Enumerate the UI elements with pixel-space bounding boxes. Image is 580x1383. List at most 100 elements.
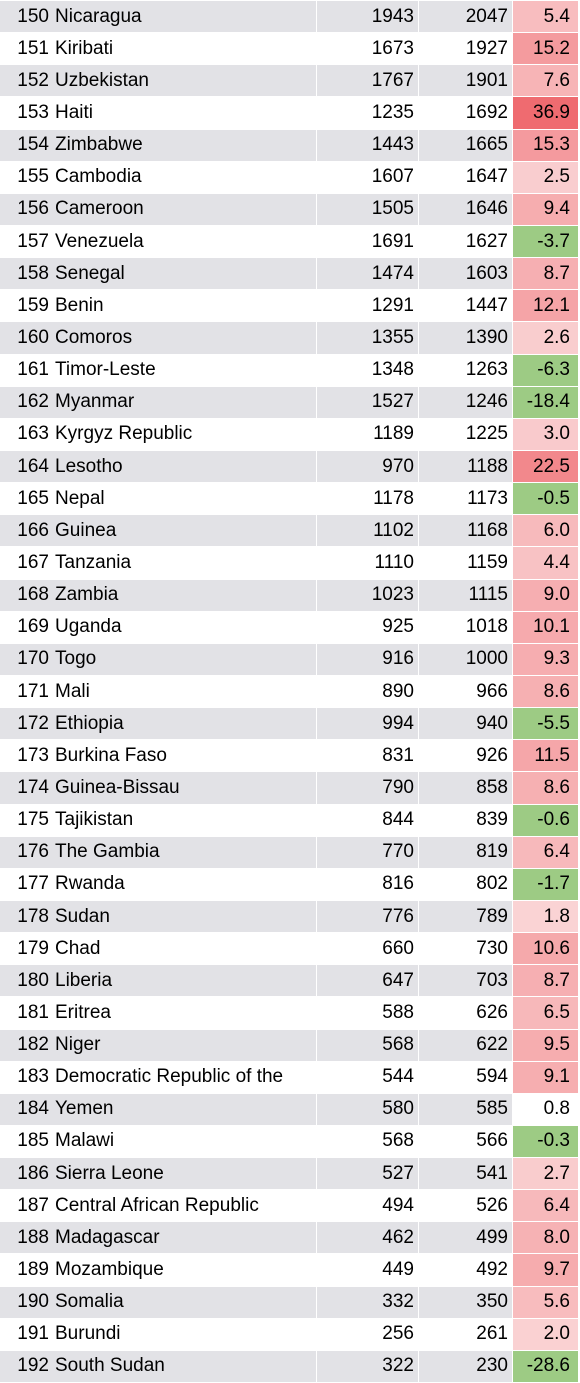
country-cell: Benin: [55, 290, 317, 322]
value-2-cell: 839: [419, 804, 513, 836]
change-cell: -5.5: [513, 708, 578, 740]
change-cell: 9.7: [513, 1254, 578, 1286]
change-cell: 8.7: [513, 965, 578, 997]
change-cell: 22.5: [513, 450, 578, 483]
rank-cell: 150: [0, 1, 55, 33]
rank-cell: 182: [0, 1029, 55, 1061]
value-1-cell: 647: [317, 965, 419, 997]
change-cell: 2.7: [513, 1158, 578, 1190]
value-2-cell: 1188: [419, 450, 513, 483]
table-row: 169 Uganda 925 1018 10.1: [0, 611, 578, 644]
value-2-cell: 1246: [419, 386, 513, 418]
rank-cell: 168: [0, 579, 55, 611]
value-2-cell: 1225: [419, 418, 513, 450]
rank-cell: 170: [0, 643, 55, 675]
value-2-cell: 526: [419, 1190, 513, 1222]
country-cell: Burkina Faso: [55, 740, 317, 772]
value-1-cell: 1178: [317, 483, 419, 515]
table-row: 165 Nepal 1178 1173 -0.5: [0, 483, 578, 516]
value-1-cell: 580: [317, 1093, 419, 1125]
rank-cell: 165: [17, 487, 49, 509]
change-cell: 9.1: [513, 1061, 578, 1093]
value-1-cell: 890: [317, 675, 419, 708]
value-1-cell: 1691: [317, 225, 419, 258]
value-2-cell: 858: [419, 772, 513, 804]
value-2-cell: 585: [419, 1093, 513, 1125]
rank-cell: 175: [17, 809, 49, 831]
rank-cell: 186: [0, 1158, 55, 1190]
table-row: 190 Somalia 332 350 5.6: [0, 1286, 578, 1319]
rank-cell: 159: [17, 294, 49, 316]
table-row: 157 Venezuela 1691 1627 -3.7: [0, 225, 578, 259]
table-row: 174 Guinea-Bissau 790 858 8.6: [0, 772, 578, 805]
value-2-cell: 926: [419, 740, 513, 772]
table-row: 187 Central African Republic 494 526 6.4: [0, 1190, 578, 1223]
change-cell: 2.6: [513, 322, 578, 354]
table-row: 162 Myanmar 1527 1246 -18.4: [0, 386, 578, 419]
country-cell: Sierra Leone: [55, 1158, 317, 1190]
value-1-cell: 970: [317, 450, 419, 483]
change-cell: 5.6: [513, 1286, 578, 1318]
value-2-cell: 1647: [419, 161, 513, 193]
value-1-cell: 322: [317, 1350, 419, 1383]
country-cell: Tajikistan: [55, 804, 317, 836]
rank-cell: 158: [0, 258, 55, 290]
change-cell: 8.0: [513, 1222, 578, 1254]
value-1-cell: 588: [317, 997, 419, 1029]
value-1-cell: 844: [317, 804, 419, 836]
change-cell: 15.3: [513, 129, 578, 161]
value-2-cell: 2047: [419, 1, 513, 33]
table-row: 181 Eritrea 588 626 6.5: [0, 997, 578, 1030]
value-2-cell: 1603: [419, 258, 513, 290]
value-1-cell: 994: [317, 708, 419, 740]
change-cell: 0.8: [513, 1093, 578, 1125]
value-1-cell: 916: [317, 643, 419, 675]
country-cell: Eritrea: [55, 997, 317, 1029]
change-cell: -0.3: [513, 1125, 578, 1158]
value-2-cell: 1927: [419, 33, 513, 65]
change-cell: 9.4: [513, 193, 578, 225]
value-2-cell: 626: [419, 997, 513, 1029]
change-cell: 3.0: [513, 418, 578, 450]
value-1-cell: 925: [317, 611, 419, 643]
rank-cell: 155: [17, 166, 49, 188]
country-cell: Tanzania: [55, 547, 317, 579]
value-1-cell: 1527: [317, 386, 419, 418]
country-cell: Niger: [55, 1029, 317, 1061]
value-2-cell: 1000: [419, 643, 513, 675]
table-row: 183 Democratic Republic of the 544 594 9.1: [0, 1061, 578, 1094]
rank-cell: 173: [17, 744, 49, 766]
country-cell: Democratic Republic of the: [55, 1061, 317, 1093]
table-row: 168 Zambia 1023 1115 9.0: [0, 579, 578, 612]
value-2-cell: 966: [419, 675, 513, 708]
value-1-cell: 494: [317, 1190, 419, 1222]
change-cell: -28.6: [513, 1350, 578, 1383]
country-cell: Togo: [55, 643, 317, 675]
change-cell: 6.0: [513, 515, 578, 547]
rank-cell: 174: [0, 772, 55, 804]
country-cell: Zimbabwe: [55, 129, 317, 161]
value-1-cell: 332: [317, 1286, 419, 1318]
country-cell: Guinea: [55, 515, 317, 547]
value-2-cell: 492: [419, 1254, 513, 1286]
value-2-cell: 261: [419, 1318, 513, 1350]
change-cell: 9.0: [513, 579, 578, 611]
rank-cell: 152: [0, 65, 55, 97]
value-2-cell: 230: [419, 1350, 513, 1383]
table-row: 176 The Gambia 770 819 6.4: [0, 836, 578, 869]
table-row: 153 Haiti 1235 1692 36.9: [0, 97, 578, 130]
value-1-cell: 1235: [317, 97, 419, 129]
table-row: 152 Uzbekistan 1767 1901 7.6: [0, 65, 578, 98]
table-row: 167 Tanzania 1110 1159 4.4: [0, 547, 578, 580]
country-cell: Nepal: [55, 483, 317, 515]
change-cell: 10.6: [513, 933, 578, 965]
country-cell: Mozambique: [55, 1254, 317, 1286]
table-row: 184 Yemen 580 585 0.8: [0, 1093, 578, 1126]
value-2-cell: 1159: [419, 547, 513, 579]
rank-cell: 163: [17, 423, 49, 445]
value-1-cell: 544: [317, 1061, 419, 1093]
country-cell: Lesotho: [55, 450, 317, 483]
value-2-cell: 703: [419, 965, 513, 997]
table-row: 155 Cambodia 1607 1647 2.5: [0, 161, 578, 194]
change-cell: 15.2: [513, 33, 578, 65]
